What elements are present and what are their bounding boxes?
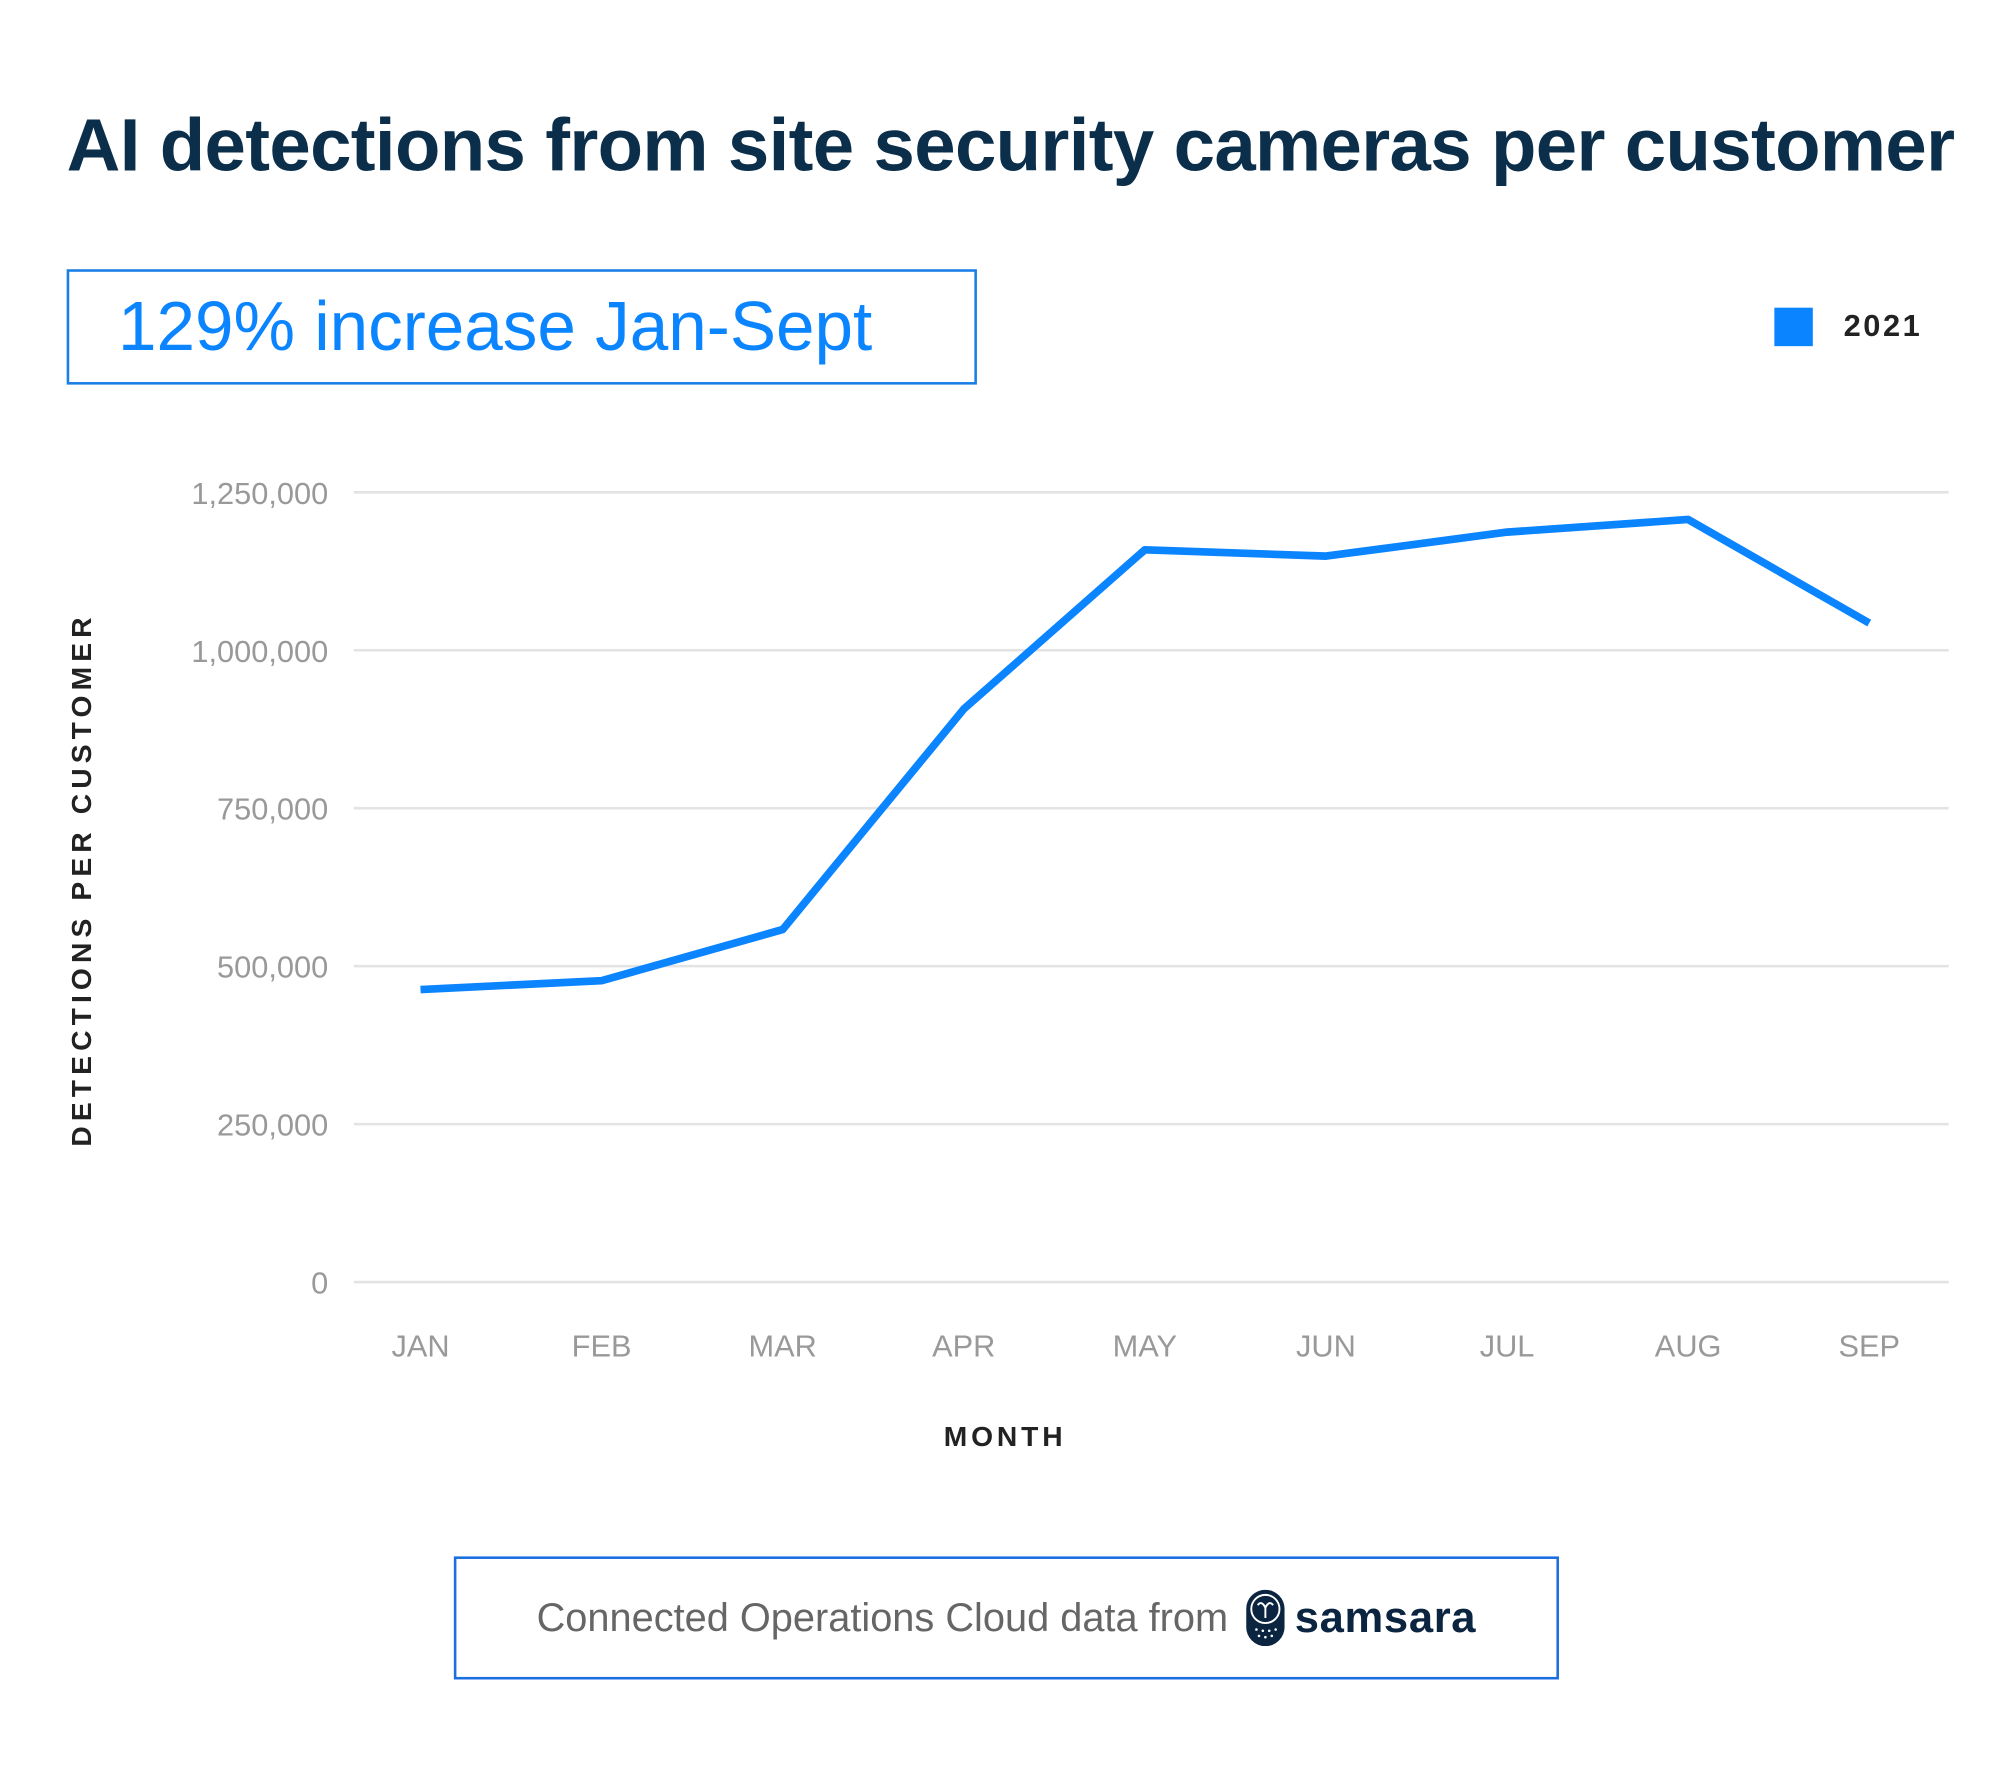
legend: 2021 — [1774, 307, 1923, 347]
x-tick-label: JUN — [1296, 1328, 1356, 1363]
x-tick-label: MAR — [749, 1328, 817, 1363]
x-tick-label: SEP — [1838, 1328, 1900, 1363]
y-tick-label: 750,000 — [217, 792, 328, 827]
y-tick-label: 0 — [311, 1266, 328, 1301]
x-tick-label: AUG — [1655, 1328, 1722, 1363]
logo-wordmark: samsara — [1294, 1592, 1477, 1642]
legend-label: 2021 — [1843, 308, 1923, 344]
x-axis-label: MONTH — [943, 1420, 1067, 1453]
legend-swatch — [1774, 307, 1813, 347]
samsara-logo: samsara — [1246, 1589, 1477, 1647]
chart-title: AI detections from site security cameras… — [66, 103, 1955, 188]
y-axis-label: DETECTIONS PER CUSTOMER — [65, 612, 98, 1147]
footer-text: Connected Operations Cloud data from — [536, 1594, 1229, 1640]
callout-box: 129% increase Jan-Sept — [66, 269, 977, 385]
y-tick-label: 1,000,000 — [191, 634, 328, 669]
owl-icon — [1246, 1589, 1285, 1647]
y-tick-label: 500,000 — [217, 950, 328, 985]
x-tick-label: FEB — [572, 1328, 632, 1363]
x-tick-label: APR — [932, 1328, 995, 1363]
x-tick-label: MAY — [1113, 1328, 1177, 1363]
x-tick-label: JUL — [1480, 1328, 1535, 1363]
y-tick-label: 250,000 — [217, 1108, 328, 1143]
y-tick-label: 1,250,000 — [191, 476, 328, 511]
footer-source: Connected Operations Cloud data from sam… — [453, 1556, 1559, 1680]
callout-text: 129% increase Jan-Sept — [117, 288, 873, 366]
series-line — [420, 515, 1872, 994]
x-tick-label: JAN — [391, 1328, 449, 1363]
